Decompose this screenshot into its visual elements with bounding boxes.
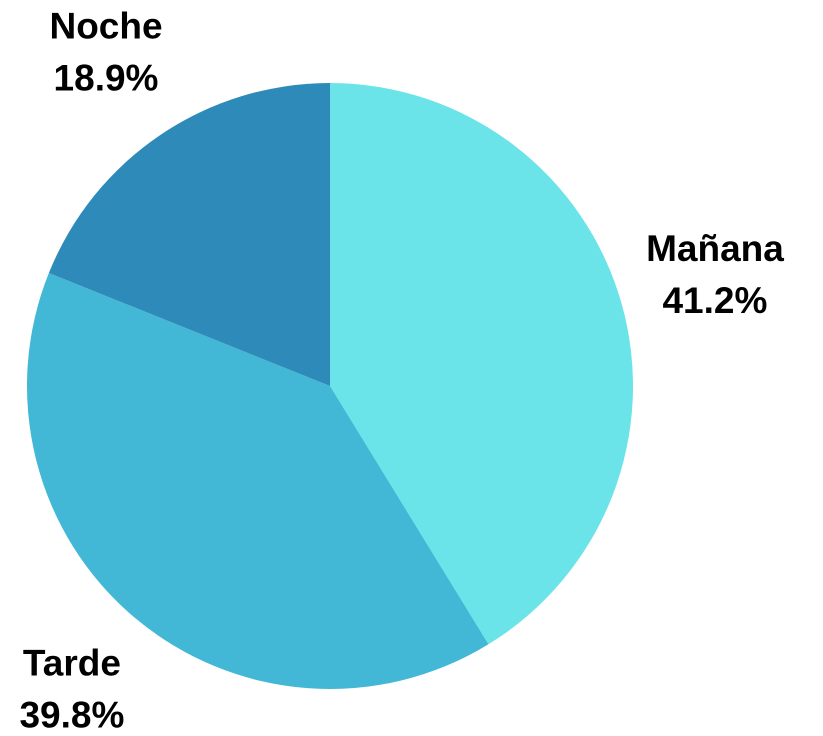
pie-slice [48, 83, 331, 386]
slice-value-label: 41.2% [662, 280, 767, 321]
slice-value-label: 18.9% [54, 57, 159, 98]
pie-slice [26, 273, 489, 690]
pie-slice [330, 83, 634, 645]
slice-label: Tarde [23, 642, 121, 683]
slice-value-label: 39.8% [19, 694, 124, 735]
slice-label: Mañana [646, 228, 784, 269]
slice-label: Noche [49, 5, 162, 46]
